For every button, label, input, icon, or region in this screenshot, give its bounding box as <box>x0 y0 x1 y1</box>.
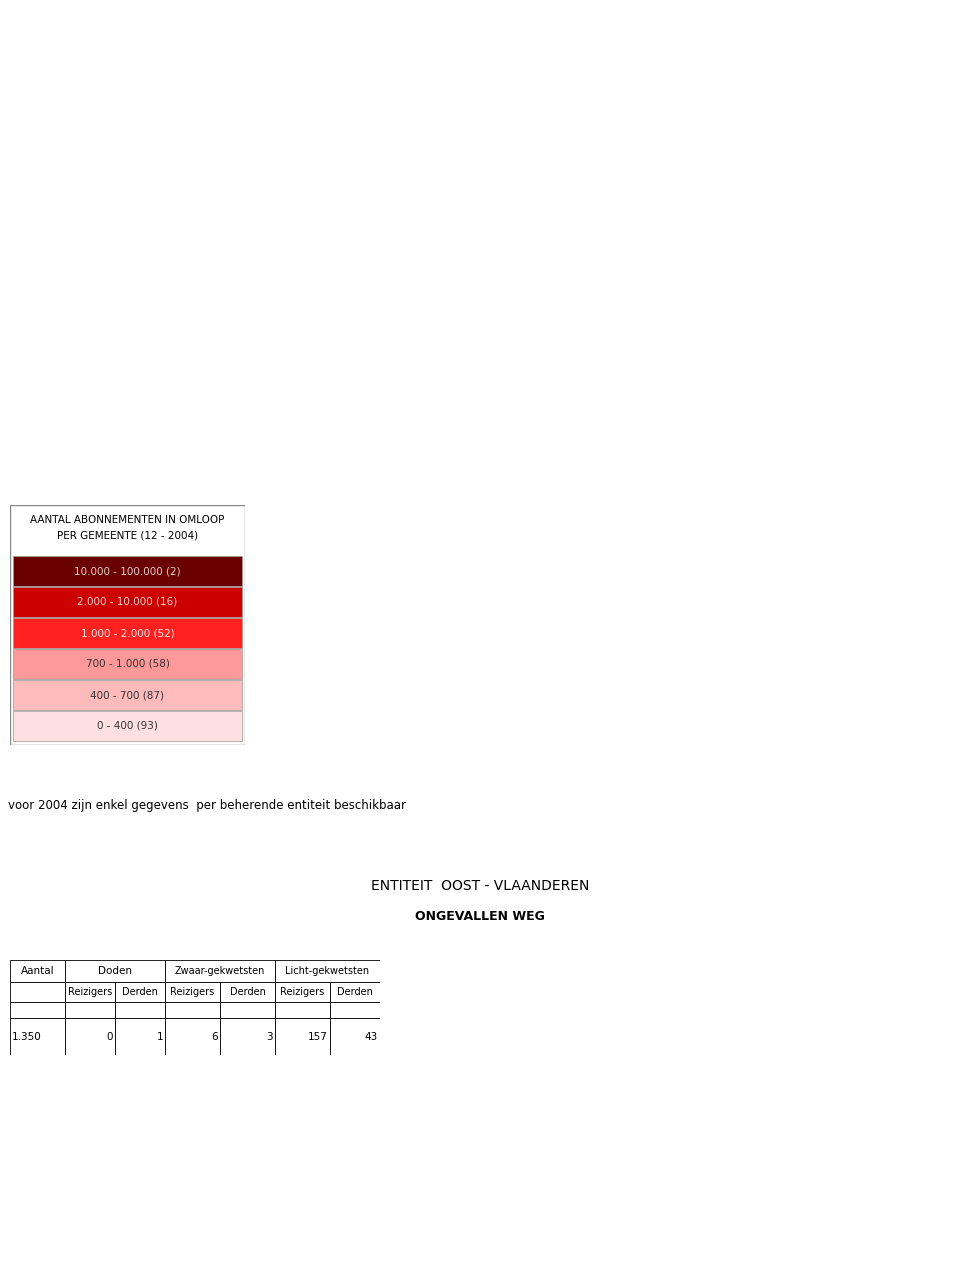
Bar <box>10 961 65 983</box>
Text: Reizigers: Reizigers <box>170 986 215 997</box>
Text: 0: 0 <box>107 1031 113 1042</box>
Text: 2.000 - 10.000 (16): 2.000 - 10.000 (16) <box>78 597 178 607</box>
Text: 1.350: 1.350 <box>12 1031 41 1042</box>
Bar <box>165 983 220 1002</box>
Bar <box>115 983 165 1002</box>
Bar <box>13 680 242 710</box>
Text: 6: 6 <box>211 1031 218 1042</box>
Text: ENTITEIT  OOST - VLAANDEREN: ENTITEIT OOST - VLAANDEREN <box>371 880 589 892</box>
Bar <box>10 1002 65 1019</box>
Bar <box>13 619 242 648</box>
Bar <box>13 586 242 617</box>
Text: 700 - 1.000 (58): 700 - 1.000 (58) <box>85 658 169 669</box>
Text: 400 - 700 (87): 400 - 700 (87) <box>90 691 164 700</box>
Text: Reizigers: Reizigers <box>68 986 112 997</box>
Bar <box>115 1002 165 1019</box>
Bar <box>330 1019 380 1055</box>
Text: 43: 43 <box>365 1031 378 1042</box>
Text: Derden: Derden <box>337 986 372 997</box>
Text: Zwaar-gekwetsten: Zwaar-gekwetsten <box>175 966 265 976</box>
Text: Aantal: Aantal <box>21 966 55 976</box>
Bar <box>65 1002 115 1019</box>
Text: Licht-gekwetsten: Licht-gekwetsten <box>285 966 370 976</box>
Bar <box>275 1019 330 1055</box>
Text: 2.2.01.11 Verkeersongevallen: 2.2.01.11 Verkeersongevallen <box>5 763 212 775</box>
Bar <box>13 649 242 679</box>
Bar <box>330 983 380 1002</box>
Bar <box>165 1019 220 1055</box>
Bar <box>65 1019 115 1055</box>
Bar <box>65 961 165 983</box>
Bar <box>220 1002 275 1019</box>
Text: Derden: Derden <box>122 986 158 997</box>
Bar <box>10 983 65 1002</box>
Text: Derden: Derden <box>229 986 265 997</box>
Text: 0 - 400 (93): 0 - 400 (93) <box>97 721 158 730</box>
Text: 2.2.01.10 Cartografische weergave aantal abonnementen: 2.2.01.10 Cartografische weergave aantal… <box>5 4 408 18</box>
Text: ONGEVALLEN WEG: ONGEVALLEN WEG <box>415 909 545 922</box>
Text: Doden: Doden <box>98 966 132 976</box>
Bar <box>275 983 330 1002</box>
Bar <box>330 1002 380 1019</box>
Bar <box>220 983 275 1002</box>
Text: 157: 157 <box>308 1031 328 1042</box>
Bar <box>275 1002 330 1019</box>
Text: Reizigers: Reizigers <box>280 986 324 997</box>
Bar <box>13 711 242 741</box>
Bar <box>13 556 242 586</box>
Text: 10.000 - 100.000 (2): 10.000 - 100.000 (2) <box>74 566 180 576</box>
Bar <box>10 1019 65 1055</box>
Bar <box>165 1002 220 1019</box>
Bar <box>65 983 115 1002</box>
Text: 1.000 - 2.000 (52): 1.000 - 2.000 (52) <box>81 628 175 638</box>
Text: AANTAL ABONNEMENTEN IN OMLOOP: AANTAL ABONNEMENTEN IN OMLOOP <box>31 514 225 525</box>
Bar <box>275 961 380 983</box>
Text: voor 2004 zijn enkel gegevens  per beherende entiteit beschikbaar: voor 2004 zijn enkel gegevens per behere… <box>8 800 406 813</box>
Text: 1: 1 <box>156 1031 163 1042</box>
Bar <box>220 1019 275 1055</box>
Bar <box>165 961 275 983</box>
Text: 3: 3 <box>266 1031 273 1042</box>
Text: PER GEMEENTE (12 - 2004): PER GEMEENTE (12 - 2004) <box>57 531 198 541</box>
Bar <box>115 1019 165 1055</box>
